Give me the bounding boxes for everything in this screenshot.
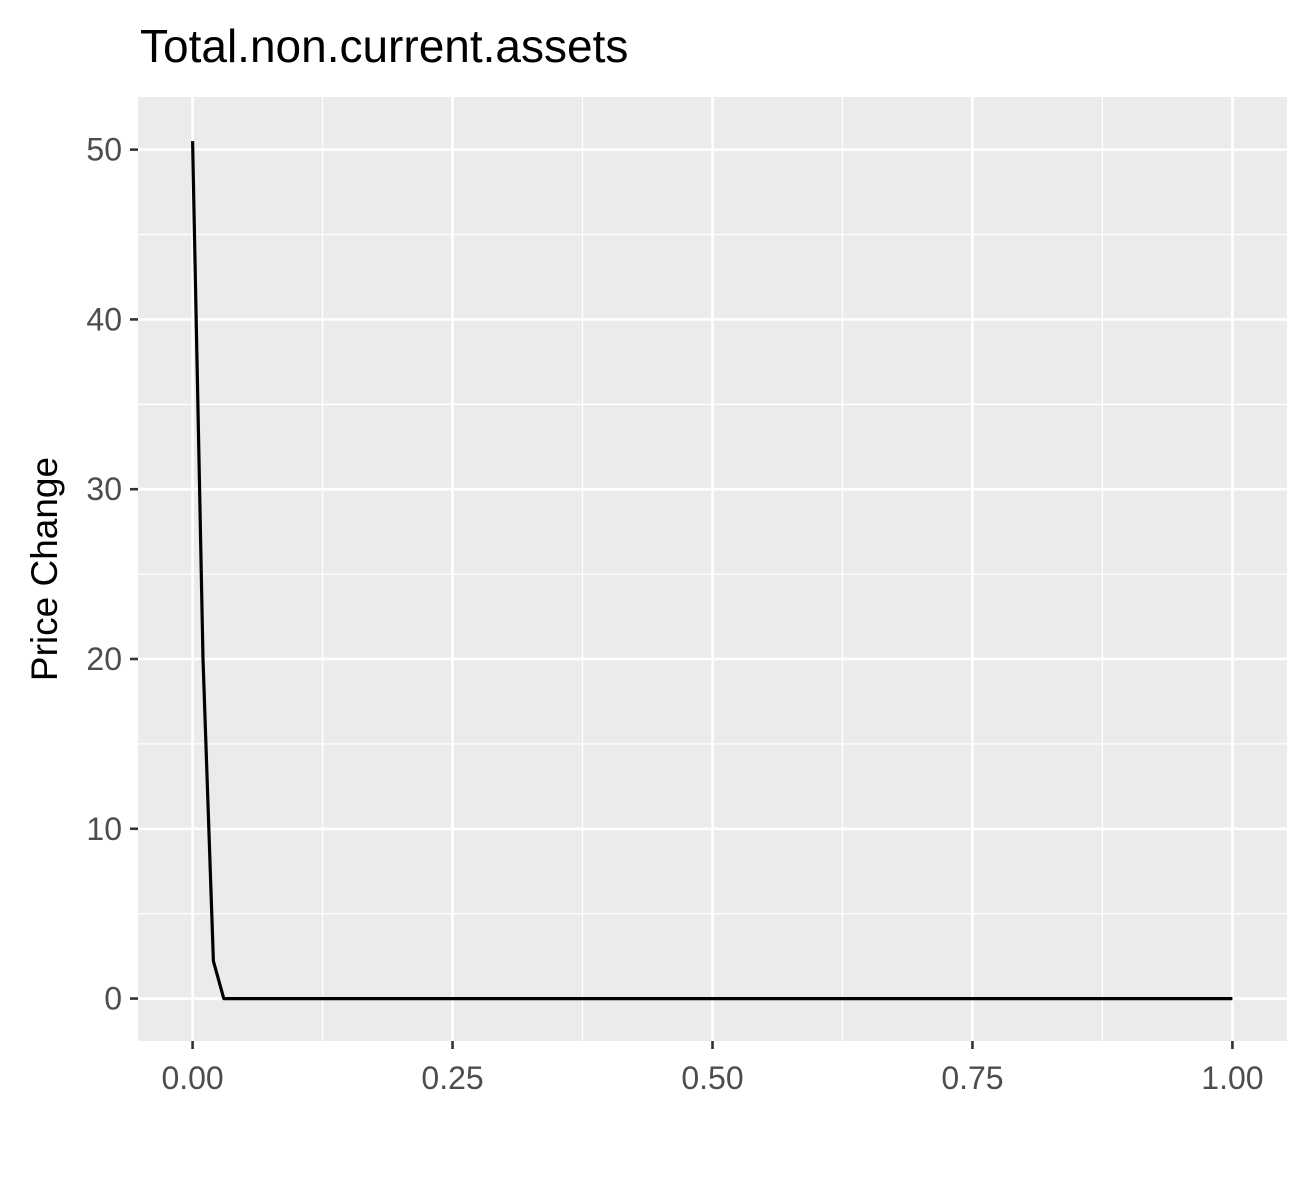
- x-tick-label: 0.75: [941, 1060, 1003, 1096]
- y-tick-label: 10: [86, 811, 122, 847]
- y-axis-title: Price Change: [24, 457, 65, 681]
- x-tick-label: 0.50: [681, 1060, 743, 1096]
- y-tick-label: 50: [86, 132, 122, 168]
- y-tick-label: 20: [86, 641, 122, 677]
- x-tick-label: 1.00: [1201, 1060, 1263, 1096]
- x-tick-label: 0.00: [161, 1060, 223, 1096]
- x-axis: 0.00 0.25 0.50 0.75 1.00: [161, 1041, 1264, 1096]
- y-tick-label: 30: [86, 471, 122, 507]
- y-tick-label: 0: [104, 981, 122, 1017]
- x-tick-label: 0.25: [421, 1060, 483, 1096]
- series-layer: [191, 141, 1233, 1001]
- chart-title: Total.non.current.assets: [140, 20, 628, 72]
- series-line: [191, 141, 1233, 1001]
- y-axis: 0 10 20 30 40 50: [86, 132, 138, 1017]
- y-tick-label: 40: [86, 301, 122, 337]
